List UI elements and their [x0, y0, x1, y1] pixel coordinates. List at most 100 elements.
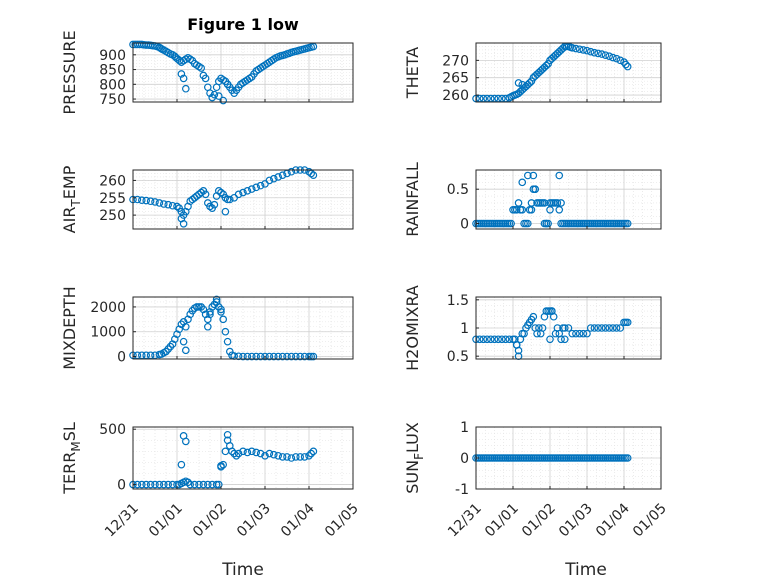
mixdepth-point	[265, 352, 274, 361]
terr_msl-ylabel: TERRMSL	[60, 422, 83, 495]
pressure-point	[182, 84, 190, 93]
terr_msl-point	[269, 450, 278, 459]
terr_msl-point	[155, 480, 164, 489]
terr_msl-point	[239, 447, 247, 456]
rainfall-point	[555, 171, 564, 180]
terr_msl-point	[296, 453, 305, 461]
theta-point	[525, 79, 534, 87]
terr_msl-point	[265, 449, 274, 458]
air_temp-point	[221, 193, 230, 202]
mixdepth-point	[142, 351, 151, 360]
theta-point	[590, 48, 599, 57]
air_temp-plot-area	[133, 170, 353, 229]
h2omixra-point	[572, 329, 580, 338]
h2omixra-point	[479, 335, 488, 344]
mixdepth-point	[182, 322, 190, 331]
mixdepth-point	[226, 347, 234, 356]
theta-point	[579, 46, 588, 54]
terr_msl-point	[228, 447, 236, 456]
h2omixra-point	[583, 329, 591, 338]
mixdepth-point	[252, 352, 261, 361]
terr_msl-point	[160, 480, 168, 489]
rainfall-point	[529, 171, 538, 180]
h2omixra-point	[579, 329, 588, 338]
air_temp-point	[309, 171, 318, 180]
theta-axes-box	[475, 42, 662, 103]
air_temp-point	[164, 200, 173, 209]
mixdepth-point	[223, 337, 232, 346]
theta-point	[612, 54, 621, 63]
mixdepth-point	[193, 303, 201, 311]
h2omixra-point	[586, 324, 595, 332]
terr_msl-point	[182, 437, 190, 446]
pressure-point	[219, 96, 228, 105]
air_temp-point	[274, 173, 283, 181]
pressure-ytick-label: 750	[99, 92, 126, 108]
air_temp-ytick-label: 255	[99, 191, 126, 207]
terr_msl-point	[186, 480, 195, 489]
h2omixra-point	[623, 318, 632, 327]
pressure-axes-box	[132, 42, 354, 103]
terr_msl-point	[261, 451, 269, 460]
theta-point	[575, 45, 584, 54]
air_temp-point	[234, 190, 243, 199]
mixdepth-axes-box	[132, 296, 354, 360]
sun_flux-ylabel: SUNFLUX	[403, 422, 426, 494]
air_temp-point	[138, 196, 146, 204]
terr_msl-point	[219, 460, 228, 469]
air_temp-point	[142, 196, 151, 205]
h2omixra-point	[597, 324, 606, 332]
mixdepth-point	[309, 352, 318, 361]
mixdepth-point	[212, 295, 221, 304]
mixdepth-point	[217, 308, 225, 316]
h2omixra-point	[601, 324, 610, 332]
theta-point	[605, 52, 614, 60]
pressure-ytick-label: 850	[99, 63, 126, 79]
air_temp-point	[206, 202, 214, 211]
terr_msl-point	[248, 447, 256, 456]
pressure-point	[179, 74, 188, 83]
h2omixra-point	[557, 335, 565, 344]
theta-point	[601, 51, 610, 59]
h2omixra-ytick-label: 1	[460, 321, 469, 337]
air_temp-point	[201, 190, 210, 199]
terr_msl-point	[138, 480, 146, 489]
theta-point	[514, 79, 523, 87]
theta-ylabel: THETA	[403, 47, 422, 99]
terr_msl-point	[190, 480, 199, 489]
air_temp-point	[269, 174, 278, 183]
rainfall-point	[531, 185, 540, 194]
mixdepth-point	[243, 352, 252, 361]
rainfall-point	[546, 205, 554, 214]
air_temp-point	[256, 181, 265, 190]
h2omixra-point	[529, 312, 538, 321]
air_temp-ytick-label: 250	[99, 208, 126, 224]
mixdepth-point	[133, 351, 142, 360]
h2omixra-point	[490, 335, 499, 344]
mixdepth-point	[179, 337, 188, 346]
terr_msl-point	[278, 453, 287, 461]
mixdepth-ytick-label: 0	[117, 350, 126, 366]
pressure-point	[210, 90, 219, 99]
mixdepth-point	[239, 352, 247, 361]
terr_msl-axes-box	[132, 426, 354, 490]
terr_msl-point	[151, 480, 159, 489]
mixdepth-point	[182, 346, 190, 355]
sun_flux-point	[623, 454, 632, 462]
figure-title: Figure 1 low	[187, 15, 299, 34]
theta-plot-area	[476, 43, 661, 102]
air_temp-axes-box	[132, 169, 354, 230]
theta-point	[594, 49, 602, 58]
air_temp-point	[243, 187, 252, 195]
mixdepth-point	[261, 352, 269, 361]
terr_msl-point	[184, 478, 192, 487]
mixdepth-point	[278, 352, 287, 361]
h2omixra-point	[609, 324, 617, 332]
pressure-point	[201, 74, 210, 83]
mixdepth-point	[217, 305, 225, 314]
rainfall-point	[555, 205, 564, 214]
rainfall-point	[557, 199, 565, 207]
terr_msl-point	[164, 480, 173, 489]
h2omixra-point	[505, 335, 514, 344]
theta-point	[568, 44, 577, 52]
